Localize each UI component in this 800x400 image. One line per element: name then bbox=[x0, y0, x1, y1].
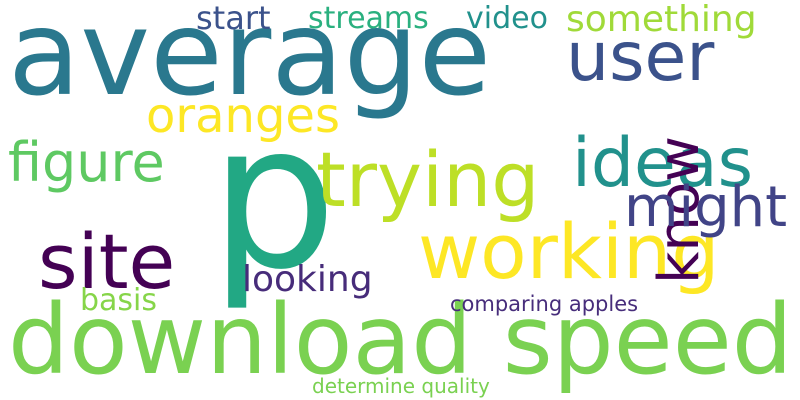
word-determine-quality: determine quality bbox=[312, 374, 490, 398]
word-streams: streams bbox=[308, 1, 429, 36]
word-figure: figure bbox=[8, 131, 165, 194]
word-oranges: oranges bbox=[146, 88, 340, 144]
word-average: average bbox=[8, 0, 492, 122]
word-site: site bbox=[38, 217, 176, 306]
word-video: video bbox=[466, 1, 548, 36]
word-looking: looking bbox=[242, 259, 373, 300]
word-basis: basis bbox=[80, 283, 158, 318]
word-comparing-apples: comparing apples bbox=[450, 292, 639, 316]
word-ideas: ideas bbox=[572, 124, 753, 203]
word-working: working bbox=[418, 207, 720, 296]
word-user: user bbox=[566, 18, 715, 97]
word-p: p bbox=[210, 81, 337, 314]
word-download-speed: download speed bbox=[8, 284, 793, 396]
word-start: start bbox=[196, 0, 271, 37]
word-something: something bbox=[566, 0, 757, 40]
word-trying: trying bbox=[316, 135, 540, 224]
word-might: might bbox=[624, 175, 788, 240]
